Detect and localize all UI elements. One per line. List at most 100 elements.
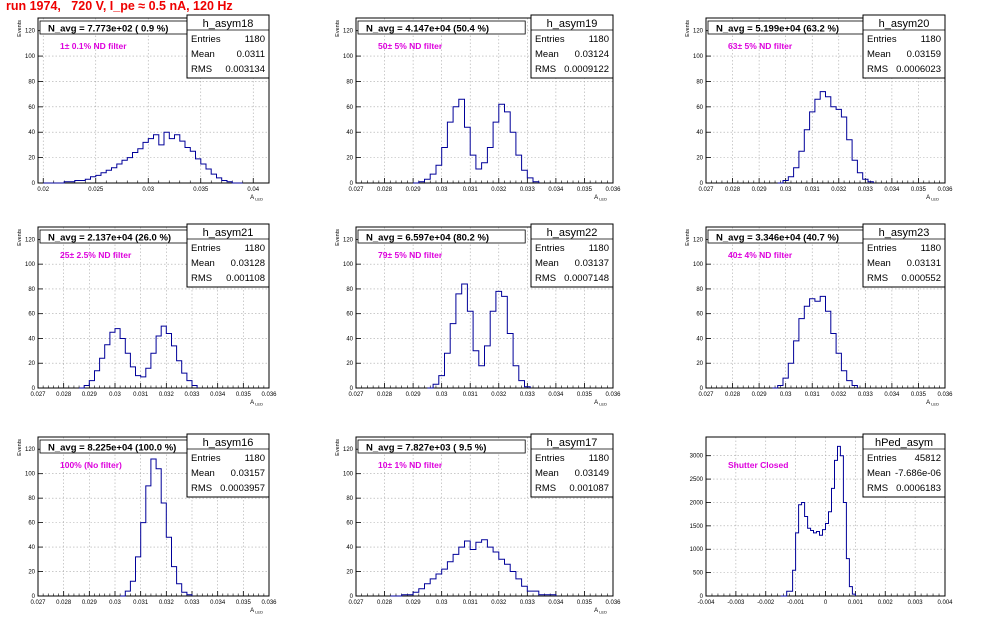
x-tick-label: 0.031 [133,392,149,398]
x-tick-label: 0.036 [605,392,621,398]
y-tick-label: 20 [28,361,35,367]
filter-note: 50± 5% ND filter [378,41,443,51]
histogram-line [390,539,557,597]
x-tick-label: 0.031 [463,600,479,606]
y-tick-label: 80 [28,287,35,293]
histogram-line [79,325,198,389]
x-tick-label: 0.031 [463,392,479,398]
y-tick-label: 80 [28,79,35,85]
x-tick-label: 0.036 [605,600,621,606]
y-tick-label: 0 [700,386,704,392]
x-tick-label: 0.033 [184,392,200,398]
y-tick-label: 60 [696,105,703,111]
x-tick-label: 0.028 [377,600,393,606]
stats-label: Mean [867,49,891,60]
y-axis-label: Events [685,20,691,37]
x-tick-label: 0.032 [491,392,507,398]
x-tick-label: 0.036 [261,392,277,398]
filter-note: Shutter Closed [728,460,788,470]
stats-value: 0.0009122 [564,64,609,75]
stats-value: 1180 [921,243,941,254]
y-tick-label: 120 [343,447,354,453]
x-tick-label: 0.029 [752,187,768,193]
x-tick-label: 0.02 [37,187,49,193]
stats-box [186,433,270,498]
y-axis-label: Events [17,20,23,37]
y-axis-label: Events [17,439,23,456]
plot-frame [355,226,614,389]
histogram-title: N_avg = 8.225e+04 (100.0 %) [48,443,176,454]
x-tick-label: 0.029 [82,600,98,606]
stats-label: RMS [191,273,212,284]
stats-value: 1180 [245,34,265,45]
y-tick-label: 1000 [690,547,704,553]
y-tick-label: 100 [25,54,36,60]
stats-value: 0.0006183 [896,483,941,494]
stats-label: RMS [191,64,212,75]
histogram-line [427,283,531,389]
x-axis-label: A LED [594,608,607,615]
x-tick-label: 0.033 [858,187,874,193]
x-tick-label: 0.035 [236,600,252,606]
stats-label: Entries [535,453,565,464]
stats-name: h_asym22 [547,227,598,239]
y-tick-label: 0 [350,594,354,600]
stats-box [530,14,614,79]
y-tick-label: 60 [28,105,35,111]
x-tick-label: 0.03 [436,600,448,606]
y-tick-label: 100 [343,54,354,60]
y-tick-label: 20 [346,156,353,162]
stats-label: Entries [535,243,565,254]
stats-label: Mean [535,468,559,479]
y-tick-label: 40 [696,130,703,136]
x-axis-label: A LED [594,400,607,407]
y-tick-label: 20 [346,570,353,576]
stats-label: Mean [191,49,215,60]
x-tick-label: 0.034 [884,392,900,398]
x-tick-label: 0.034 [210,600,226,606]
y-tick-label: 80 [696,287,703,293]
x-tick-label: 0.03 [142,187,154,193]
x-tick-label: 0.032 [831,392,847,398]
stats-box [186,14,270,79]
stats-name: h_asym20 [879,18,930,30]
x-tick-label: 0.034 [884,187,900,193]
x-axis-label: A LED [926,400,939,407]
plot-frame [705,17,946,184]
y-tick-label: 2500 [690,477,704,483]
stats-label: Entries [867,453,897,464]
histogram-line [413,98,540,184]
y-tick-label: 40 [346,336,353,342]
x-tick-label: 0.036 [937,187,953,193]
stats-box [862,223,946,288]
stats-value: 0.0007148 [564,273,609,284]
stats-value: 45812 [915,453,941,464]
title-box [357,439,526,454]
x-tick-label: 0.03 [109,600,121,606]
y-tick-label: 80 [346,496,353,502]
y-tick-label: 3000 [690,454,704,460]
stats-value: 0.03128 [231,258,265,269]
histogram-panel-hPed_asym: -0.004 -0.003 -0.002 -0.001 0 0.001 0.002 0.003… [690,433,953,606]
x-tick-label: 0.035 [577,392,593,398]
x-tick-label: 0.03 [109,392,121,398]
histogram-line [780,445,856,597]
title-box [357,20,526,35]
filter-note: 10± 1% ND filter [378,460,443,470]
stats-label: Mean [535,258,559,269]
stats-name: h_asym21 [203,227,254,239]
x-tick-label: 0.032 [491,187,507,193]
y-tick-label: 0 [32,386,36,392]
x-tick-label: 0.028 [725,187,741,193]
x-tick-label: 0.029 [406,600,422,606]
stats-name: hPed_asym [875,437,933,449]
x-tick-label: 0.03 [436,392,448,398]
x-tick-label: 0.032 [159,392,175,398]
stats-label: Mean [191,258,215,269]
stats-label: Mean [867,258,891,269]
plot-frame [355,436,614,597]
x-tick-label: 0.027 [348,392,364,398]
stats-label: RMS [535,64,556,75]
stats-value: 0.0006023 [896,64,941,75]
x-tick-label: 0.031 [805,187,821,193]
